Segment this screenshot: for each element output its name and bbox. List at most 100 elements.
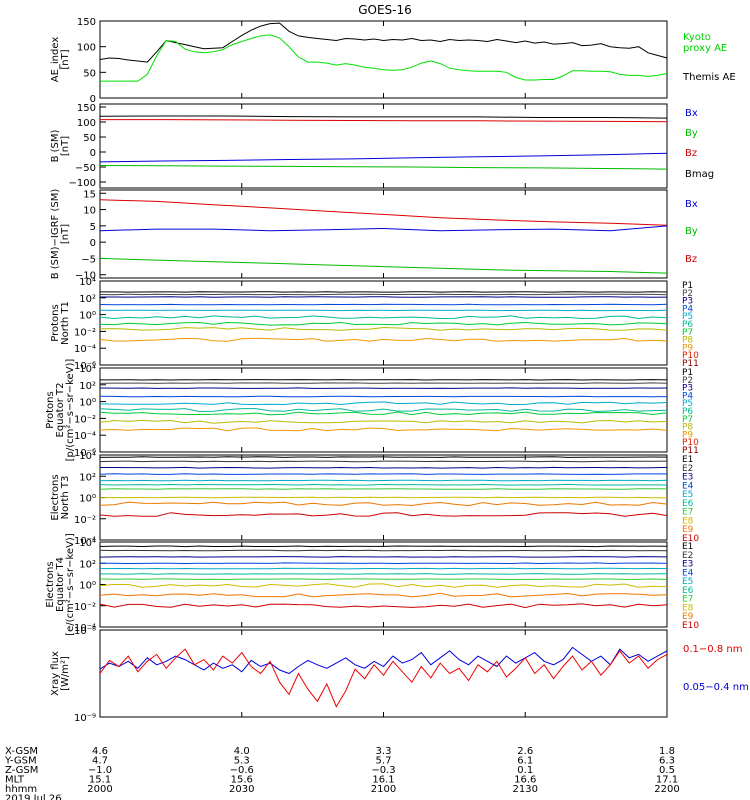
legend-label-b_sm-1: By (685, 128, 698, 139)
legend-label-protons_t1-p8: P8 (682, 336, 693, 346)
channel-line-electrons_t3-e6 (99, 483, 668, 486)
y-tick-label-protons_t1: 10² (79, 294, 96, 305)
legend-label-electrons_t4-e6: E6 (682, 586, 694, 596)
legend-label-b_sm-0: Bx (685, 108, 698, 119)
channel-line-protons_t2-p3 (99, 387, 668, 389)
ephemeris-label-hhmm: hhmm (5, 784, 37, 795)
y-axis-label-ae: [nT] (60, 49, 71, 69)
legend-label-electrons_t4-e7: E7 (682, 595, 693, 605)
y-tick-label-protons_t1: 10⁻² (74, 327, 96, 338)
legend-label-ae-2: Themis AE (682, 72, 736, 83)
y-tick-label-ae: 0 (90, 94, 96, 105)
channel-line-protons_t1-p7 (99, 321, 668, 326)
y-tick-label-electrons_t3: 10⁻² (74, 515, 96, 526)
legend-label-electrons_t3-e1: E1 (682, 455, 693, 465)
y-tick-label-protons_t1: 10⁻⁶ (74, 361, 96, 372)
y-axis-label-electrons_t4: Electrons (45, 561, 56, 607)
channel-line-protons_t1-p6 (99, 315, 668, 320)
y-tick-label-electrons_t3: 10⁴ (79, 451, 96, 462)
series-line-b_sm-bx (99, 152, 668, 163)
ephemeris-value-z-gsm: 0.1 (517, 765, 533, 776)
channel-line-protons_t1-p4 (99, 303, 668, 306)
channel-line-electrons_t4-e2 (99, 549, 668, 552)
y-axis-label-b_igrf: B (SM)−IGRF (SM) (50, 189, 61, 280)
y-axis-label-xray: [W/m²] (60, 656, 71, 691)
ephemeris-value-z-gsm: −1.0 (88, 765, 112, 776)
y-axis-label-protons_t1: North T1 (60, 301, 71, 345)
ephemeris-value-x-gsm: 4.6 (92, 746, 108, 757)
y-tick-label-electrons_t3: 10² (79, 472, 96, 483)
y-tick-label-b_sm: 50 (83, 133, 96, 144)
y-axis-label-b_sm: [nT] (60, 136, 71, 156)
y-axis-label-electrons_t4: Equator T4 (55, 557, 66, 612)
channel-line-protons_t2-p8 (99, 419, 668, 424)
channel-line-electrons_t4-e6 (100, 573, 668, 575)
ephemeris-value-hhmm: 2000 (87, 784, 112, 795)
legend-label-protons_t2-p6: P6 (682, 407, 693, 417)
channel-line-electrons_t4-e1 (99, 545, 668, 548)
legend-label-protons_t2-p4: P4 (682, 391, 693, 401)
ephemeris-label-mlt: MLT (5, 775, 25, 786)
channel-line-electrons_t3-e9 (99, 501, 668, 507)
series-line-b_sm-by (99, 165, 668, 170)
legend-label-protons_t2-p10: P10 (682, 438, 699, 448)
legend-label-protons_t2-p11: P11 (682, 446, 699, 456)
ephemeris-value-mlt: 15.1 (89, 775, 111, 786)
y-axis-label-electrons_t4: [e/(cm²−s−sr−keV)] (65, 533, 76, 636)
y-tick-label-xray: 10⁻⁹ (74, 713, 96, 724)
ephemeris-value-hhmm: 2130 (513, 784, 538, 795)
series-line-b_sm-bmag (99, 115, 668, 119)
ephemeris-value-y-gsm: 5.7 (376, 756, 392, 767)
y-tick-label-electrons_t4: 10⁰ (79, 581, 96, 592)
ephemeris-value-hhmm: 2200 (654, 784, 679, 795)
channel-line-electrons_t4-e8 (99, 583, 668, 588)
channel-line-electrons_t4-e5 (99, 567, 668, 570)
y-axis-label-protons_t2: [p/(cm²−s−sr−keV)] (65, 359, 76, 462)
legend-label-electrons_t4-e1: E1 (682, 542, 693, 552)
series-line-b_sm-bz (100, 119, 668, 123)
channel-line-electrons_t3-e7 (99, 488, 668, 490)
channel-line-electrons_t3-e3 (100, 466, 668, 469)
y-tick-label-ae: 150 (77, 17, 96, 28)
legend-label-electrons_t3-e8: E8 (682, 516, 694, 526)
legend-label-protons_t1-p9: P9 (682, 343, 693, 353)
legend-label-xray-0: 0.1−0.8 nm (683, 644, 742, 655)
ephemeris-label-x-gsm: X-GSM (5, 746, 38, 757)
legend-label-protons_t2-p9: P9 (682, 430, 693, 440)
y-tick-label-electrons_t4: 10⁴ (79, 538, 96, 549)
legend-label-electrons_t3-e3: E3 (682, 473, 693, 483)
legend-label-ae-0: Kyoto (683, 32, 711, 43)
channel-line-electrons_t3-e4 (99, 473, 667, 475)
panel-frame-protons_t2 (99, 367, 668, 453)
y-tick-label-protons_t1: 10⁰ (79, 311, 96, 322)
y-axis-label-protons_t2: Equator T2 (55, 383, 66, 438)
series-line-b_igrf-by (99, 257, 668, 274)
ephemeris-value-z-gsm: −0.3 (371, 765, 395, 776)
y-tick-label-b_igrf: 15 (83, 189, 96, 200)
ephemeris-value-y-gsm: 6.1 (517, 756, 533, 767)
channel-line-protons_t1-p9 (99, 337, 668, 342)
ephemeris-value-mlt: 16.1 (372, 775, 394, 786)
y-tick-label-b_sm: 100 (77, 118, 96, 129)
y-tick-label-b_igrf: 10 (83, 206, 96, 217)
y-tick-label-b_sm: 150 (77, 103, 96, 114)
y-tick-label-b_igrf: 0 (90, 238, 96, 249)
y-tick-label-protons_t2: 10⁰ (79, 398, 96, 409)
channel-line-protons_t1-p8 (99, 326, 668, 331)
ephemeris-value-mlt: 17.1 (656, 775, 678, 786)
series-line-ae-kyoto-proxy-ae (100, 34, 668, 82)
legend-label-b_igrf-0: Bx (685, 199, 698, 210)
series-line-xray-0-1-0-8-nm (99, 648, 668, 708)
legend-label-electrons_t4-e2: E2 (682, 551, 693, 561)
channel-line-protons_t2-p4 (99, 395, 668, 398)
channel-line-protons_t2-p6 (99, 408, 668, 413)
ephemeris-date: 2019 Jul 26 (5, 794, 62, 800)
legend-label-protons_t1-p11: P11 (682, 359, 699, 369)
legend-label-b_sm-2: Bz (685, 148, 697, 159)
channel-line-electrons_t3-e2 (99, 460, 668, 463)
ephemeris-value-x-gsm: 3.3 (376, 746, 392, 757)
legend-label-electrons_t3-e4: E4 (682, 481, 694, 491)
channel-line-electrons_t4-e9 (99, 592, 668, 598)
ephemeris-value-x-gsm: 1.8 (659, 746, 675, 757)
